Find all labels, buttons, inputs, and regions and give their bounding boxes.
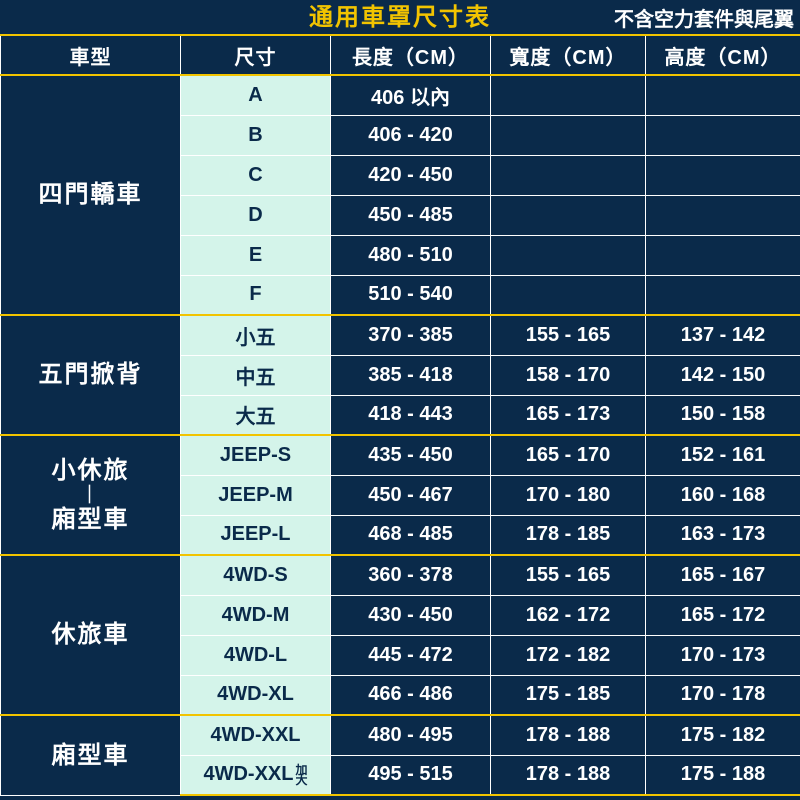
length-cell: 370 - 385	[331, 315, 491, 355]
size-cell: 4WD-XL	[181, 675, 331, 715]
length-cell: 385 - 418	[331, 355, 491, 395]
length-cell: 445 - 472	[331, 635, 491, 675]
table-row: 休旅車4WD-S360 - 378155 - 165165 - 167	[1, 555, 800, 595]
width-cell	[491, 115, 646, 155]
size-table: 車型 尺寸 長度（CM） 寬度（CM） 高度（CM） 四門轎車A406 以內B4…	[0, 34, 800, 796]
height-cell: 175 - 188	[646, 755, 800, 795]
height-cell	[646, 155, 800, 195]
table-row: 小休旅｜廂型車JEEP-S435 - 450165 - 170152 - 161	[1, 435, 800, 475]
col-header-length: 長度（CM）	[331, 35, 491, 75]
category-cell: 小休旅｜廂型車	[1, 435, 181, 555]
length-cell: 430 - 450	[331, 595, 491, 635]
size-cell: 4WD-L	[181, 635, 331, 675]
category-cell: 廂型車	[1, 715, 181, 795]
col-header-height: 高度（CM）	[646, 35, 800, 75]
height-cell: 160 - 168	[646, 475, 800, 515]
height-cell: 152 - 161	[646, 435, 800, 475]
length-cell: 360 - 378	[331, 555, 491, 595]
width-cell: 155 - 165	[491, 315, 646, 355]
col-header-width: 寬度（CM）	[491, 35, 646, 75]
size-cell: JEEP-L	[181, 515, 331, 555]
length-cell: 466 - 486	[331, 675, 491, 715]
height-cell: 150 - 158	[646, 395, 800, 435]
title-row: 通用車罩尺寸表 不含空力套件與尾翼	[0, 0, 800, 34]
size-cell: 大五	[181, 395, 331, 435]
length-cell: 510 - 540	[331, 275, 491, 315]
height-cell	[646, 75, 800, 115]
category-cell: 四門轎車	[1, 75, 181, 315]
col-header-type: 車型	[1, 35, 181, 75]
width-cell: 178 - 188	[491, 715, 646, 755]
width-cell: 178 - 185	[491, 515, 646, 555]
width-cell: 175 - 185	[491, 675, 646, 715]
height-cell: 170 - 173	[646, 635, 800, 675]
length-cell: 468 - 485	[331, 515, 491, 555]
height-cell: 170 - 178	[646, 675, 800, 715]
size-cell: D	[181, 195, 331, 235]
height-cell: 165 - 172	[646, 595, 800, 635]
width-cell: 172 - 182	[491, 635, 646, 675]
width-cell: 165 - 173	[491, 395, 646, 435]
chart-subtitle: 不含空力套件與尾翼	[614, 3, 794, 32]
width-cell	[491, 235, 646, 275]
height-cell	[646, 235, 800, 275]
size-cell: 4WD-XXL	[181, 715, 331, 755]
size-cell: JEEP-M	[181, 475, 331, 515]
size-cell: 4WD-S	[181, 555, 331, 595]
width-cell	[491, 155, 646, 195]
category-cell: 休旅車	[1, 555, 181, 715]
width-cell	[491, 75, 646, 115]
category-cell: 五門掀背	[1, 315, 181, 435]
size-cell: E	[181, 235, 331, 275]
height-cell: 142 - 150	[646, 355, 800, 395]
length-cell: 450 - 467	[331, 475, 491, 515]
table-body: 四門轎車A406 以內B406 - 420C420 - 450D450 - 48…	[1, 75, 800, 795]
height-cell	[646, 275, 800, 315]
table-row: 四門轎車A406 以內	[1, 75, 800, 115]
length-cell: 495 - 515	[331, 755, 491, 795]
size-cell: 小五	[181, 315, 331, 355]
width-cell: 178 - 188	[491, 755, 646, 795]
length-cell: 406 以內	[331, 75, 491, 115]
size-chart: 通用車罩尺寸表 不含空力套件與尾翼 車型 尺寸 長度（CM） 寬度（CM） 高度…	[0, 0, 800, 800]
length-cell: 450 - 485	[331, 195, 491, 235]
width-cell: 170 - 180	[491, 475, 646, 515]
size-cell: C	[181, 155, 331, 195]
width-cell: 162 - 172	[491, 595, 646, 635]
height-cell	[646, 195, 800, 235]
size-cell: JEEP-S	[181, 435, 331, 475]
height-cell	[646, 115, 800, 155]
length-cell: 418 - 443	[331, 395, 491, 435]
length-cell: 435 - 450	[331, 435, 491, 475]
col-header-size: 尺寸	[181, 35, 331, 75]
height-cell: 165 - 167	[646, 555, 800, 595]
size-cell: 4WD-XXL加大	[181, 755, 331, 795]
table-row: 五門掀背小五370 - 385155 - 165137 - 142	[1, 315, 800, 355]
size-cell: F	[181, 275, 331, 315]
width-cell: 155 - 165	[491, 555, 646, 595]
width-cell	[491, 275, 646, 315]
width-cell: 158 - 170	[491, 355, 646, 395]
header-row: 車型 尺寸 長度（CM） 寬度（CM） 高度（CM）	[1, 35, 800, 75]
height-cell: 175 - 182	[646, 715, 800, 755]
size-cell: A	[181, 75, 331, 115]
table-row: 廂型車4WD-XXL480 - 495178 - 188175 - 182	[1, 715, 800, 755]
length-cell: 480 - 510	[331, 235, 491, 275]
height-cell: 163 - 173	[646, 515, 800, 555]
width-cell	[491, 195, 646, 235]
length-cell: 420 - 450	[331, 155, 491, 195]
size-cell: 4WD-M	[181, 595, 331, 635]
height-cell: 137 - 142	[646, 315, 800, 355]
size-cell: B	[181, 115, 331, 155]
length-cell: 480 - 495	[331, 715, 491, 755]
width-cell: 165 - 170	[491, 435, 646, 475]
length-cell: 406 - 420	[331, 115, 491, 155]
size-cell: 中五	[181, 355, 331, 395]
